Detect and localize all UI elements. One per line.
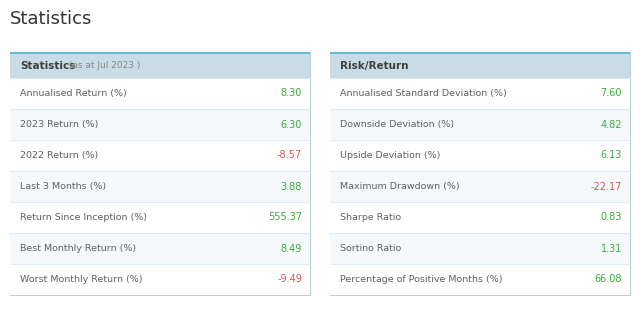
Bar [330,233,630,264]
Text: 8.30: 8.30 [280,88,302,99]
Text: Maximum Drawdown (%): Maximum Drawdown (%) [340,182,460,191]
Text: -22.17: -22.17 [591,182,622,191]
Text: 1.31: 1.31 [600,244,622,253]
Text: 555.37: 555.37 [268,212,302,223]
Bar [10,52,310,54]
Bar [330,109,630,140]
Text: 6.30: 6.30 [280,120,302,129]
Text: Return Since Inception (%): Return Since Inception (%) [20,213,147,222]
Bar [330,54,630,78]
Text: -8.57: -8.57 [277,150,302,161]
Bar [330,140,630,171]
Bar [10,109,310,140]
Text: 6.13: 6.13 [600,150,622,161]
Bar [330,171,630,202]
Text: (as at Jul 2023 ): (as at Jul 2023 ) [66,61,140,71]
Bar [10,264,310,295]
Text: Annualised Return (%): Annualised Return (%) [20,89,127,98]
Text: Upside Deviation (%): Upside Deviation (%) [340,151,440,160]
Text: Best Monthly Return (%): Best Monthly Return (%) [20,244,136,253]
Bar [330,52,630,295]
Bar [330,264,630,295]
Text: 4.82: 4.82 [600,120,622,129]
Text: 2022 Return (%): 2022 Return (%) [20,151,99,160]
Text: Risk/Return: Risk/Return [340,61,408,71]
Text: Downside Deviation (%): Downside Deviation (%) [340,120,454,129]
Text: 3.88: 3.88 [280,182,302,191]
Bar [10,171,310,202]
Text: Sharpe Ratio: Sharpe Ratio [340,213,401,222]
Text: 2023 Return (%): 2023 Return (%) [20,120,99,129]
Text: 8.49: 8.49 [280,244,302,253]
Text: Worst Monthly Return (%): Worst Monthly Return (%) [20,275,143,284]
Bar [10,78,310,109]
Bar [10,202,310,233]
Bar [10,54,310,78]
Text: Sortino Ratio: Sortino Ratio [340,244,401,253]
Bar [10,233,310,264]
Bar [10,52,310,295]
Bar [330,202,630,233]
Bar [330,52,630,54]
Text: Percentage of Positive Months (%): Percentage of Positive Months (%) [340,275,502,284]
Text: 0.83: 0.83 [600,212,622,223]
Text: 66.08: 66.08 [595,274,622,285]
Text: Annualised Standard Deviation (%): Annualised Standard Deviation (%) [340,89,507,98]
Text: Last 3 Months (%): Last 3 Months (%) [20,182,106,191]
Text: Statistics: Statistics [10,10,92,28]
Bar [330,78,630,109]
Bar [10,140,310,171]
Text: Statistics: Statistics [20,61,76,71]
Text: 7.60: 7.60 [600,88,622,99]
Text: -9.49: -9.49 [277,274,302,285]
